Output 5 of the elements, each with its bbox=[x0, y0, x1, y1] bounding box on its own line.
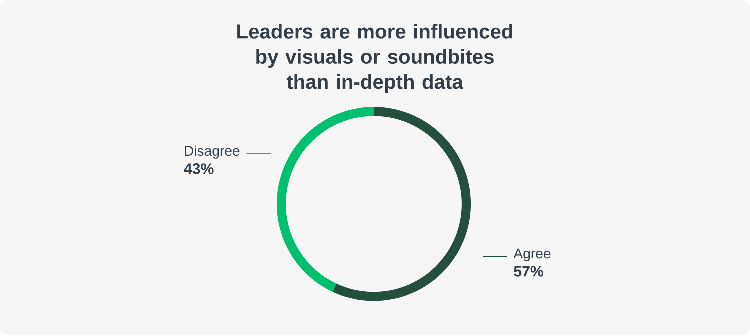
chart-title: Leaders are more influenced by visuals or soundbites than in-depth data bbox=[238, 24, 512, 94]
slice-label: Disagree bbox=[185, 146, 240, 160]
data-label: 43% bbox=[184, 164, 214, 174]
legend-label: Agree bbox=[514, 249, 551, 262]
data-label: 57% bbox=[514, 266, 544, 278]
